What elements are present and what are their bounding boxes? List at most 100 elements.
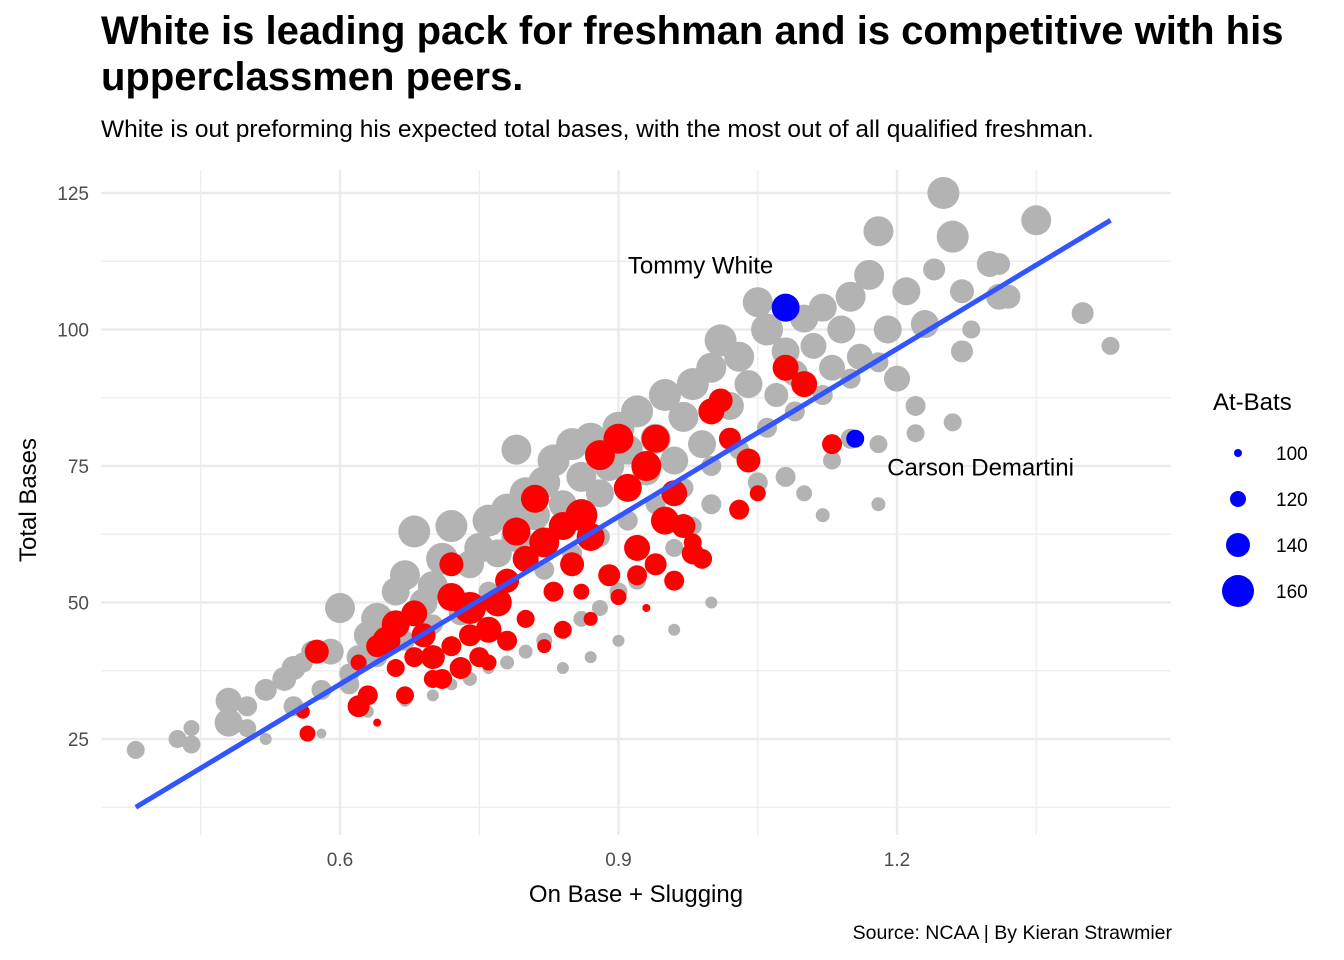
y-tick-label: 75 <box>68 457 89 478</box>
point-other-players <box>591 599 608 616</box>
point-freshmen <box>512 545 539 572</box>
point-other-players <box>1071 302 1094 325</box>
point-freshmen <box>439 552 464 577</box>
point-other-players <box>764 383 789 408</box>
point-freshmen <box>671 514 696 539</box>
point-other-players <box>936 220 969 253</box>
point-other-players <box>884 365 910 392</box>
chart-title: White is leading pack for freshman and i… <box>101 9 1284 99</box>
chart-subtitle: White is out preforming his expected tot… <box>101 116 1094 143</box>
point-other-players <box>660 446 689 475</box>
point-other-players <box>648 379 681 412</box>
point-freshmen <box>683 533 702 552</box>
point-freshmen <box>304 639 329 664</box>
legend-label: 100 <box>1276 444 1308 465</box>
point-other-players <box>612 634 625 647</box>
point-other-players <box>182 735 201 754</box>
point-other-players <box>621 395 654 428</box>
point-other-players <box>815 508 830 523</box>
legend-key <box>1230 491 1246 507</box>
point-other-players <box>238 719 257 738</box>
point-other-players <box>584 651 597 664</box>
point-freshmen <box>529 527 560 558</box>
point-other-players <box>668 623 681 636</box>
point-freshmen <box>537 639 552 654</box>
point-other-players <box>705 596 718 609</box>
point-freshmen <box>692 548 713 569</box>
point-other-players <box>126 740 145 759</box>
point-other-players <box>1101 336 1120 355</box>
point-freshmen <box>627 565 648 586</box>
point-freshmen <box>583 611 598 626</box>
point-other-players <box>426 689 439 702</box>
point-other-players <box>905 395 926 416</box>
data-points <box>126 177 1120 759</box>
point-other-players <box>869 435 888 454</box>
point-other-players <box>846 343 873 370</box>
legend-label: 120 <box>1276 490 1308 511</box>
point-freshmen <box>543 581 564 602</box>
point-freshmen <box>598 564 621 587</box>
point-freshmen <box>642 603 651 612</box>
point-other-players <box>316 728 327 739</box>
point-other-players <box>751 313 784 346</box>
point-other-players <box>819 354 846 381</box>
x-tick-label: 0.9 <box>605 850 631 871</box>
point-freshmen <box>373 718 382 727</box>
point-other-players <box>183 720 200 737</box>
point-other-players <box>910 310 939 339</box>
point-freshmen <box>516 609 535 628</box>
point-freshmen <box>613 473 642 502</box>
point-freshmen <box>350 654 367 671</box>
point-freshmen <box>641 424 670 453</box>
point-freshmen <box>357 685 378 706</box>
point-other-players <box>950 340 973 363</box>
trend-line-layer <box>134 218 1112 810</box>
point-freshmen <box>449 657 472 680</box>
point-other-players <box>800 332 827 359</box>
point-freshmen <box>603 423 634 454</box>
point-freshmen <box>520 484 549 513</box>
point-other-players <box>500 655 515 670</box>
point-other-players <box>835 281 866 312</box>
point-freshmen <box>420 645 445 670</box>
annotations: Tommy White Carson Demartini <box>628 253 1074 482</box>
point-other-players <box>923 258 946 281</box>
point-highlighted <box>771 293 800 322</box>
point-other-players <box>962 320 981 339</box>
point-other-players <box>566 461 597 492</box>
point-other-players <box>435 510 468 543</box>
trend-line <box>134 218 1112 810</box>
point-other-players <box>668 401 699 432</box>
point-freshmen <box>480 654 497 671</box>
point-freshmen <box>553 620 572 639</box>
point-other-players <box>996 284 1021 309</box>
size-legend: At-Bats 100 120 140 160 <box>1213 389 1308 607</box>
point-other-players <box>254 678 277 701</box>
point-freshmen <box>441 636 462 657</box>
point-freshmen <box>395 686 414 705</box>
point-freshmen <box>644 553 667 576</box>
point-other-players <box>259 733 272 745</box>
legend-key <box>1226 533 1250 557</box>
point-freshmen <box>386 659 405 678</box>
point-freshmen <box>573 583 590 600</box>
point-other-players <box>215 687 242 714</box>
point-freshmen <box>791 371 818 398</box>
point-freshmen <box>624 534 651 561</box>
point-other-players <box>927 177 960 209</box>
point-freshmen <box>299 725 316 742</box>
point-freshmen <box>736 448 761 473</box>
point-other-players <box>518 644 533 659</box>
y-tick-label: 50 <box>68 594 89 615</box>
point-freshmen <box>729 499 750 520</box>
point-other-players <box>949 279 974 304</box>
point-other-players <box>734 370 763 399</box>
x-tick-label: 1.2 <box>884 850 910 871</box>
chart-caption: Source: NCAA | By Kieran Strawmier <box>852 922 1172 944</box>
point-freshmen <box>560 552 585 577</box>
point-other-players <box>854 259 885 290</box>
point-freshmen <box>458 624 481 647</box>
point-other-players <box>742 287 773 318</box>
point-highlighted <box>846 429 865 448</box>
